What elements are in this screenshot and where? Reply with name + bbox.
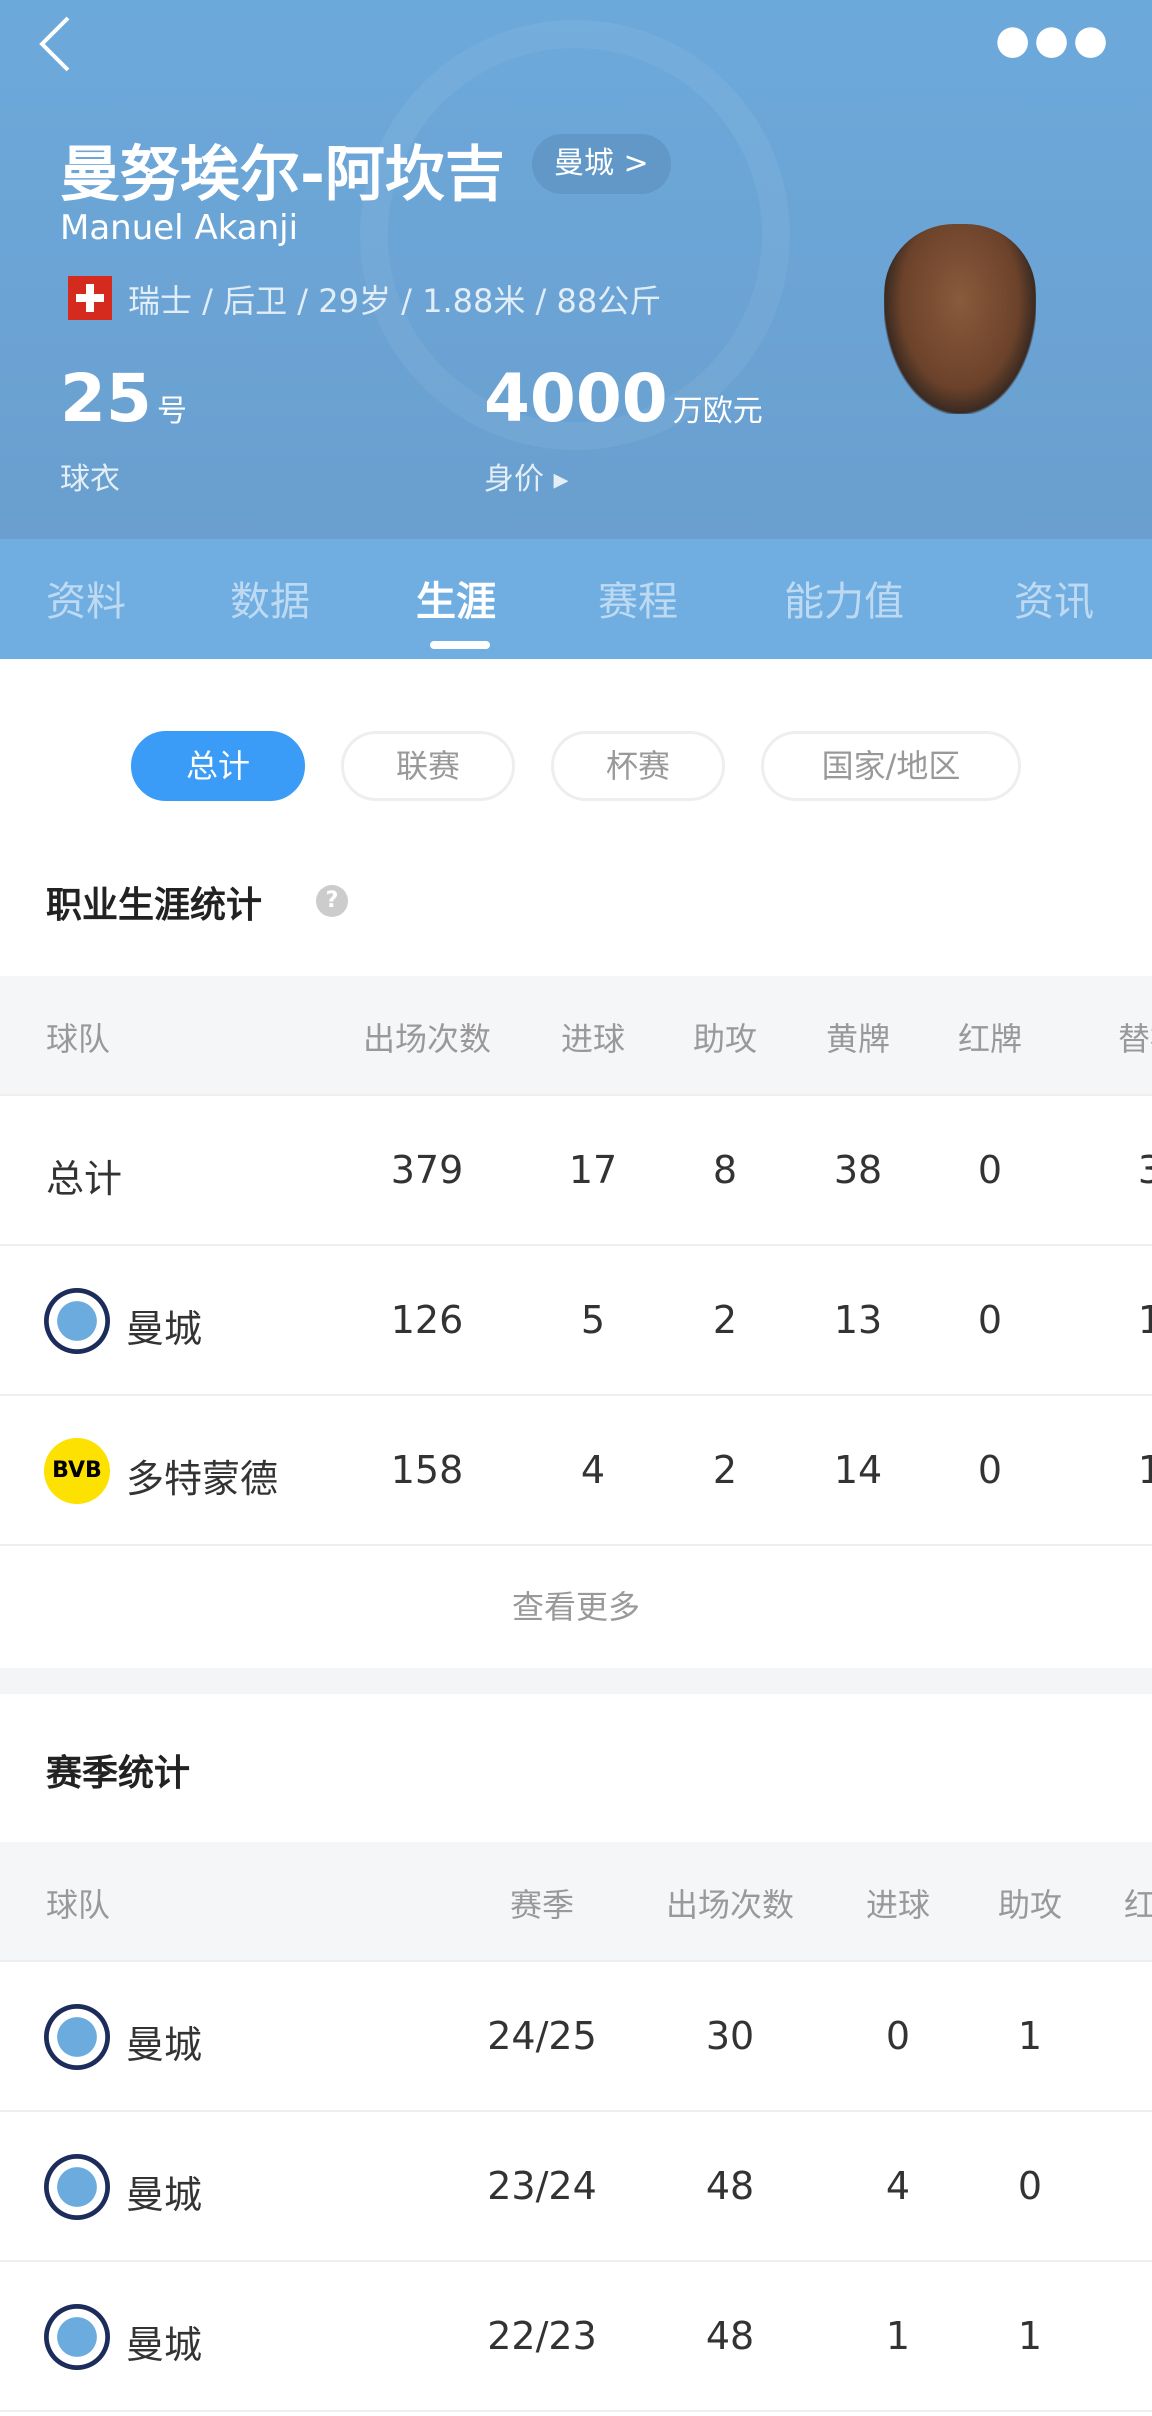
man-city-logo [44, 1288, 110, 1354]
club-link[interactable]: 曼城 > [532, 134, 671, 194]
season-table-header: 球队 赛季 出场次数 进球 助攻 红 [0, 1842, 1152, 1962]
question-icon[interactable]: ? [316, 885, 348, 917]
switzerland-flag-icon [68, 276, 112, 320]
tab-bar: 资料 数据 生涯 赛程 能力值 资讯 [0, 539, 1152, 659]
man-city-logo [44, 2154, 110, 2220]
column-header: 球队 [46, 1020, 111, 1058]
column-header: 红牌 [957, 1020, 1023, 1058]
section-divider [0, 1668, 1152, 1694]
tab-4[interactable]: 能力值 [784, 579, 904, 625]
tab-3[interactable]: 赛程 [598, 579, 678, 625]
player-header: ●●● 曼努埃尔-阿坎吉 曼城 > Manuel Akanji 瑞士 / 后卫 … [0, 0, 1152, 539]
stat-cell: 30 [705, 2014, 755, 2058]
stat-cell: 4 [885, 2164, 911, 2208]
filter-1[interactable]: 联赛 [341, 731, 515, 801]
market-value: 4000 万欧元 [484, 360, 763, 437]
man-city-logo [44, 2304, 110, 2370]
stat-cell: 158 [390, 1448, 464, 1492]
table-row[interactable]: 曼城 24/25 30 0 1 [0, 1962, 1152, 2112]
market-value-unit: 万欧元 [672, 394, 763, 429]
man-city-logo [44, 2004, 110, 2070]
player-info: 瑞士 / 后卫 / 29岁 / 1.88米 / 88公斤 [128, 282, 662, 320]
stat-cell: 1 [1017, 2314, 1043, 2358]
stat-cell: 126 [390, 1298, 464, 1342]
stat-cell: 14 [833, 1448, 883, 1492]
column-header: 出场次数 [665, 1886, 795, 1924]
stat-cell: 1 [1138, 1298, 1152, 1342]
column-header: 红 [1124, 1880, 1152, 1926]
table-row[interactable]: BVB 多特蒙德 158 4 2 14 0 1 [0, 1396, 1152, 1546]
column-header: 替补 [1117, 1020, 1152, 1058]
stat-cell: 0 [977, 1448, 1003, 1492]
bvb-logo: BVB [44, 1438, 110, 1504]
stat-cell: 22/23 [487, 2314, 597, 2358]
chevron-left-icon[interactable] [30, 14, 90, 74]
stat-cell: 38 [833, 1148, 883, 1192]
column-header: 球队 [46, 1886, 111, 1924]
team-name: 总计 [46, 1157, 123, 1201]
column-header: 进球 [865, 1886, 931, 1924]
player-name-en: Manuel Akanji [60, 208, 299, 248]
shirt-number: 25 号 [60, 360, 187, 437]
career-title: 职业生涯统计 [46, 885, 263, 926]
filter-3[interactable]: 国家/地区 [761, 731, 1021, 801]
stat-cell: 48 [705, 2164, 755, 2208]
stat-cell: 17 [568, 1148, 618, 1192]
tab-2[interactable]: 生涯 [416, 579, 496, 625]
team-name: 曼城 [126, 2173, 203, 2217]
table-row[interactable]: 曼城 126 5 2 13 0 1 [0, 1246, 1152, 1396]
tab-1[interactable]: 数据 [230, 579, 310, 625]
stat-cell: 24/25 [487, 2014, 597, 2058]
tab-0[interactable]: 资料 [46, 579, 126, 625]
stat-cell: 2 [712, 1448, 738, 1492]
column-header: 助攻 [692, 1020, 758, 1058]
stat-cell: 1 [885, 2314, 911, 2358]
column-header: 助攻 [997, 1886, 1063, 1924]
table-row[interactable]: 曼城 23/24 48 4 0 [0, 2112, 1152, 2262]
stat-cell: 13 [833, 1298, 883, 1342]
team-name: 曼城 [126, 2323, 203, 2367]
tab-5[interactable]: 资讯 [1014, 579, 1094, 625]
market-value-number: 4000 [484, 360, 668, 437]
stat-cell: 2 [712, 1298, 738, 1342]
stat-cell: 8 [712, 1148, 738, 1192]
filter-0[interactable]: 总计 [131, 731, 305, 801]
stat-cell: 23/24 [487, 2164, 597, 2208]
stat-cell: 0 [885, 2014, 911, 2058]
column-header: 黄牌 [825, 1020, 891, 1058]
shirt-number-value: 25 [60, 360, 152, 437]
team-name: 曼城 [126, 2023, 203, 2067]
column-header: 出场次数 [362, 1020, 492, 1058]
shirt-label: 球衣 [60, 462, 120, 497]
shirt-number-unit: 号 [156, 394, 187, 429]
stat-cell: 0 [1017, 2164, 1043, 2208]
column-header: 赛季 [509, 1886, 575, 1924]
stat-cell: 0 [977, 1298, 1003, 1342]
more-dots-icon[interactable]: ●●● [995, 17, 1112, 63]
active-tab-indicator [430, 641, 490, 649]
team-name: 多特蒙德 [126, 1457, 279, 1501]
table-row[interactable]: 总计 379 17 8 38 0 3 [0, 1096, 1152, 1246]
team-name: 曼城 [126, 1307, 203, 1351]
filter-2[interactable]: 杯赛 [551, 731, 725, 801]
table-row[interactable]: 曼城 22/23 48 1 1 [0, 2262, 1152, 2412]
player-name: 曼努埃尔-阿坎吉 [60, 140, 505, 210]
view-more-button[interactable]: 查看更多 [511, 1588, 640, 1626]
stat-cell: 48 [705, 2314, 755, 2358]
player-photo [884, 224, 1036, 414]
market-value-link[interactable]: 身价 ▸ [484, 462, 569, 497]
season-title: 赛季统计 [46, 1753, 191, 1794]
column-header: 进球 [560, 1020, 626, 1058]
stat-cell: 5 [580, 1298, 606, 1342]
stat-cell: 1 [1017, 2014, 1043, 2058]
stat-cell: 1 [1138, 1448, 1152, 1492]
stat-cell: 3 [1138, 1148, 1152, 1192]
stat-cell: 4 [580, 1448, 606, 1492]
stat-cell: 0 [977, 1148, 1003, 1192]
career-table-header: 球队 出场次数 进球 助攻 黄牌 红牌 替补 [0, 976, 1152, 1096]
stat-cell: 379 [390, 1148, 464, 1192]
